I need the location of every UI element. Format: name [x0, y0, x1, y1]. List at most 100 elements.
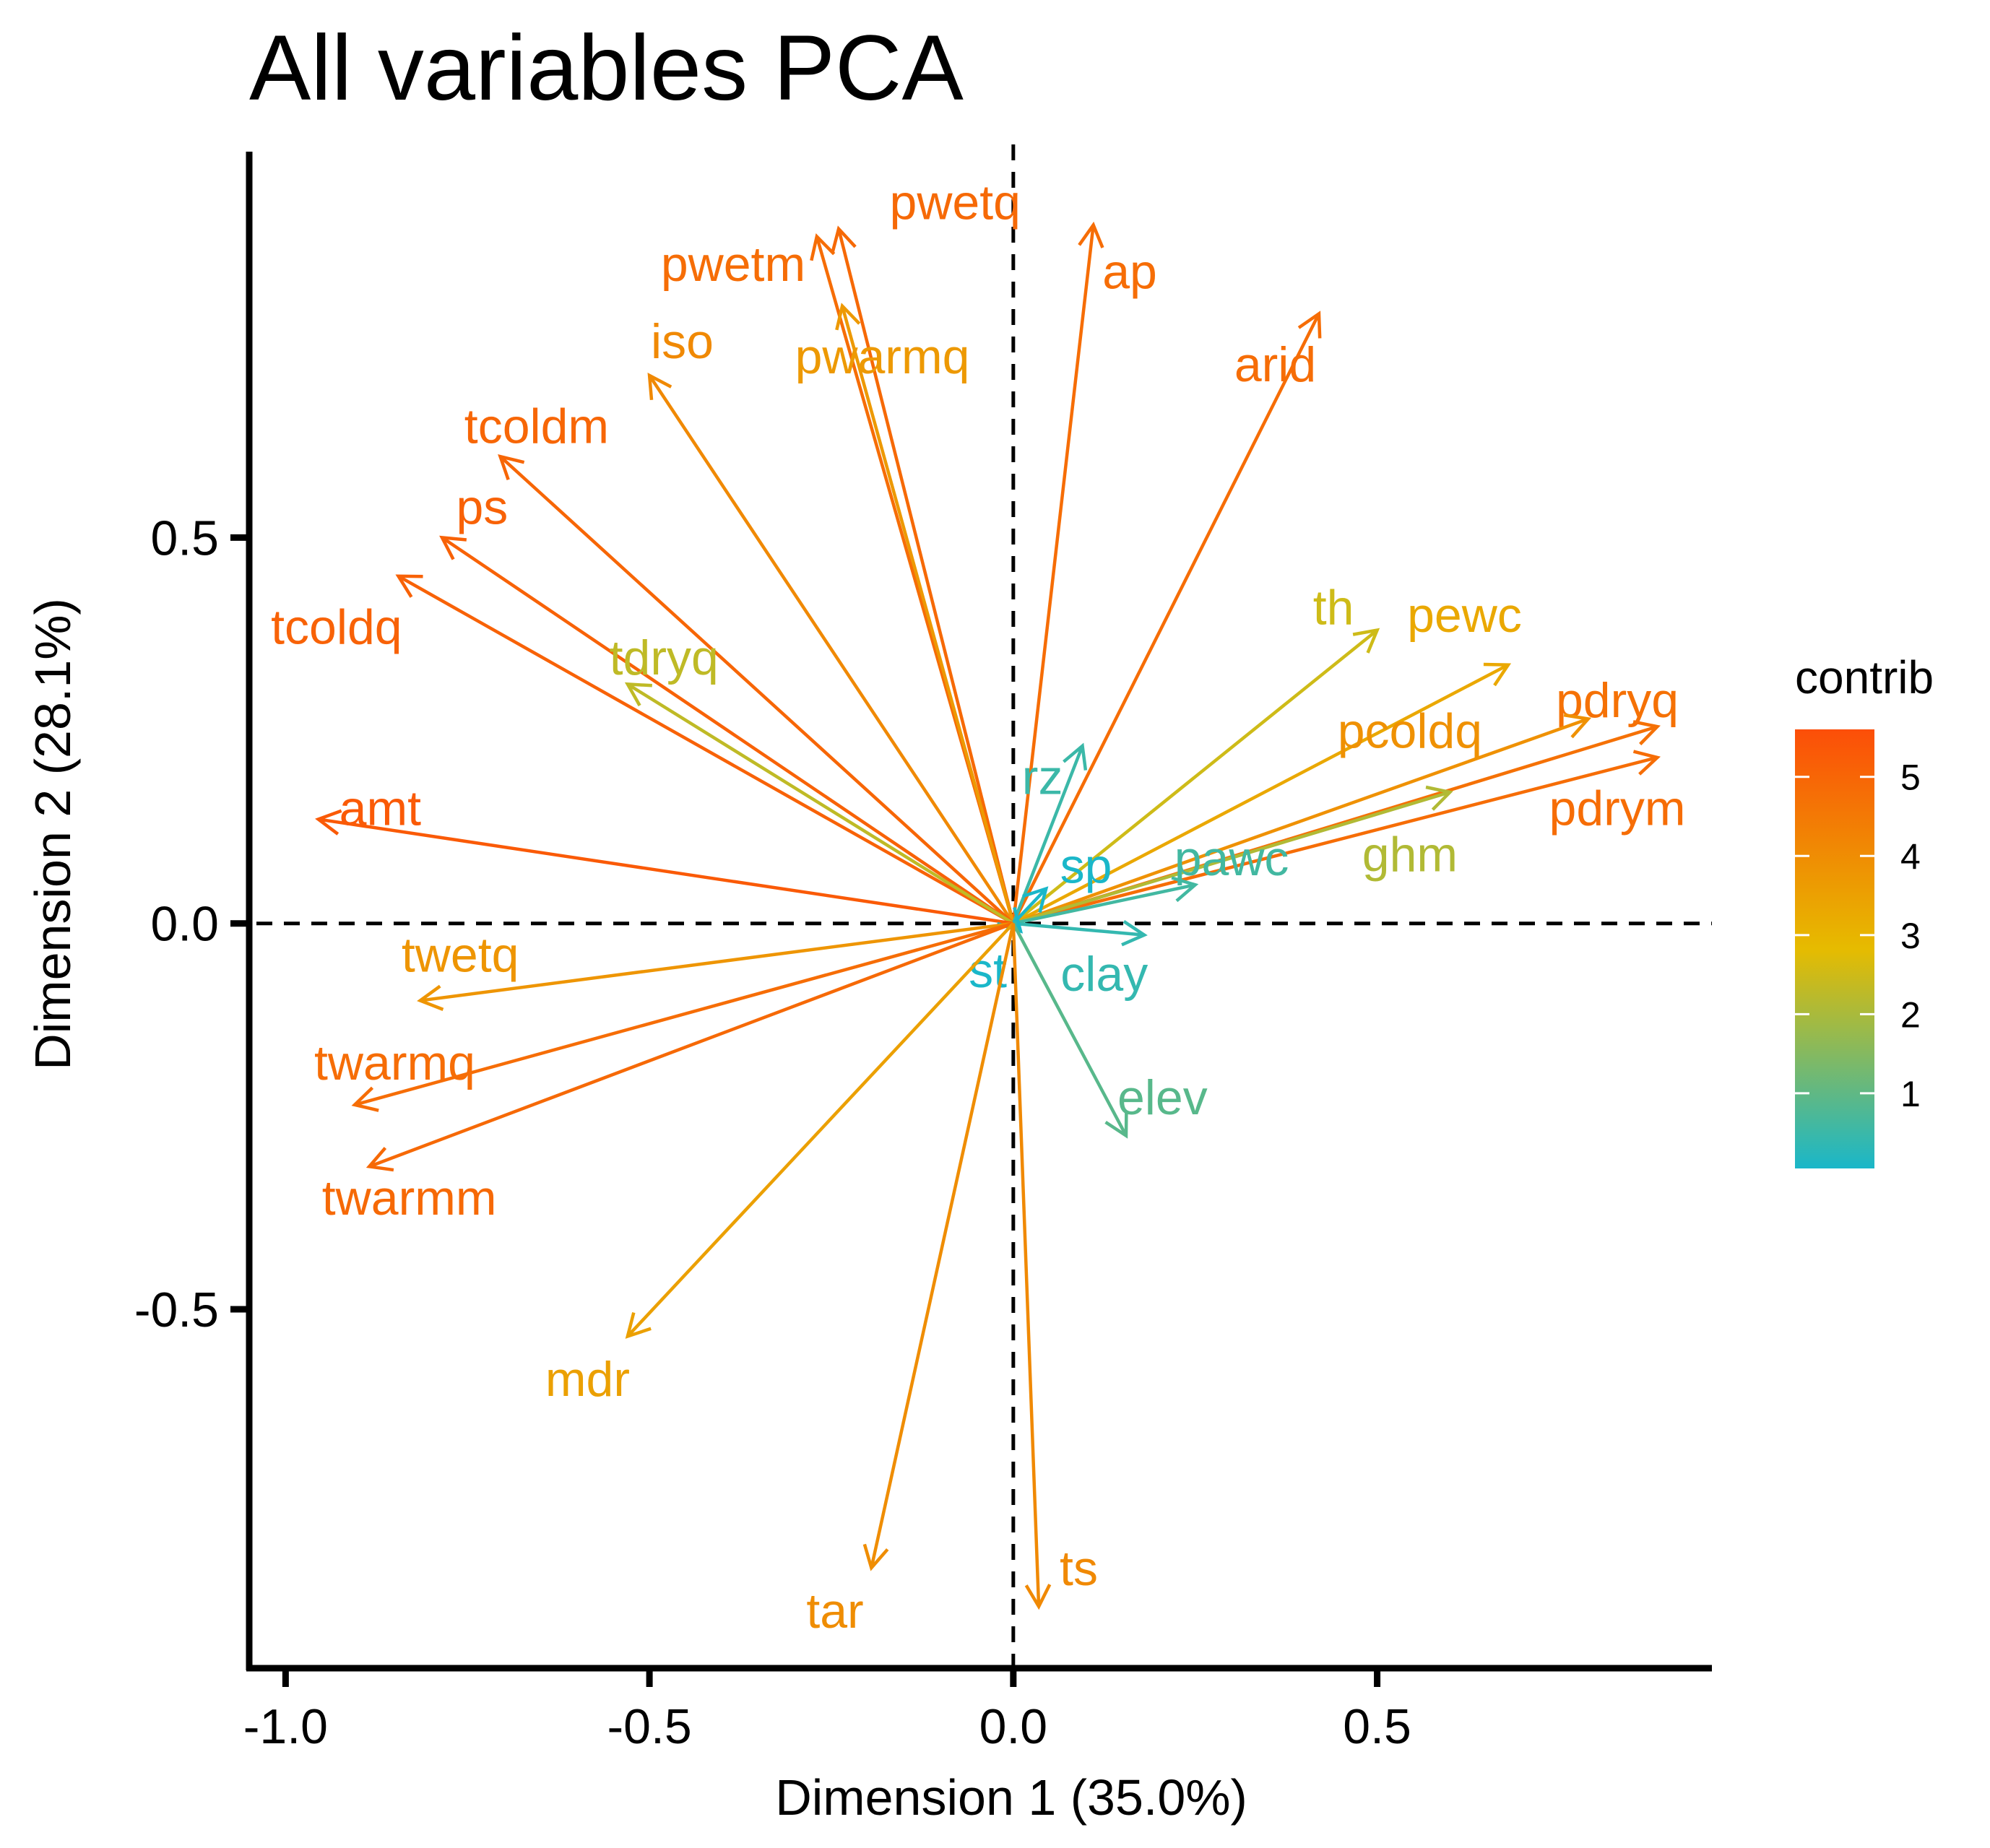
arrowhead-tdryq: [624, 682, 652, 707]
arrowhead-ts: [1024, 1584, 1052, 1610]
variable-arid: arid: [1011, 311, 1322, 924]
variable-sp: sp: [1012, 839, 1112, 925]
label-pwarmq: pwarmq: [795, 329, 970, 384]
variable-ts: ts: [1011, 923, 1098, 1610]
y-axis-title: Dimension 2 (28.1%): [25, 598, 81, 1070]
label-mdr: mdr: [545, 1352, 630, 1407]
label-pwetq: pwetq: [890, 175, 1021, 230]
label-sp: sp: [1060, 839, 1112, 894]
arrowhead-elev: [1104, 1111, 1128, 1139]
arrow-pawc: [1013, 883, 1196, 925]
x-tick-label: 0.0: [979, 1699, 1048, 1754]
variable-iso: iso: [647, 314, 1015, 924]
arrow-ps: [441, 536, 1015, 925]
arrow-elev: [1011, 922, 1128, 1137]
arrowhead-pwetm: [810, 233, 836, 261]
label-pdrym: pdrym: [1549, 781, 1686, 836]
arrow-iso: [648, 374, 1015, 924]
label-tar: tar: [806, 1584, 863, 1639]
arrowhead-iso: [647, 373, 672, 400]
label-twarmm: twarmm: [322, 1171, 497, 1226]
label-ap: ap: [1102, 245, 1157, 300]
variable-tar: tar: [806, 923, 1016, 1639]
variable-ap: ap: [1011, 221, 1157, 924]
arrowhead-pcoldq: [1563, 713, 1592, 739]
label-ps: ps: [456, 480, 508, 535]
variable-pawc: pawc: [1013, 831, 1289, 925]
legend-tick-label: 2: [1900, 994, 1921, 1035]
arrow-sp: [1012, 888, 1047, 925]
variable-pwetq: pwetq: [831, 175, 1021, 924]
chart-title: All variables PCA: [249, 17, 964, 120]
arrowhead-ap: [1078, 221, 1104, 248]
arrowhead-pdrym: [1632, 750, 1661, 776]
variable-pwarmq: pwarmq: [795, 303, 1016, 924]
label-tcoldq: tcoldq: [271, 599, 402, 654]
variable-tcoldm: tcoldm: [464, 399, 1015, 925]
arrow-mdr: [626, 922, 1015, 1337]
variable-ghm: ghm: [1013, 785, 1458, 925]
arrow-pwetq: [836, 228, 1016, 924]
variable-mdr: mdr: [545, 922, 1015, 1407]
axes: -1.0 -0.5 0.0 0.5 -0.5 0.0 0.5: [134, 152, 1712, 1754]
legend-tick-label: 5: [1900, 758, 1921, 798]
arrow-twetq: [420, 921, 1014, 1002]
y-tick-label: -0.5: [134, 1283, 219, 1337]
arrowhead-clay: [1121, 919, 1148, 947]
arrowhead-mdr: [625, 1311, 652, 1339]
label-twarmq: twarmq: [314, 1036, 475, 1090]
arrowhead-arid: [1297, 311, 1322, 339]
arrow-th: [1012, 628, 1378, 925]
legend-colorbar: [1795, 729, 1874, 1168]
x-tick-label: 0.5: [1343, 1699, 1411, 1754]
label-pcoldq: pcoldq: [1338, 704, 1482, 759]
variable-pewc: pewc: [1012, 588, 1522, 925]
arrow-pwarmq: [840, 305, 1016, 924]
legend-title: contrib: [1795, 651, 1934, 703]
variable-rz: rz: [1011, 742, 1088, 924]
arrow-ap: [1011, 225, 1095, 924]
variable-twarmm: twarmm: [322, 921, 1014, 1226]
arrow-clay: [1013, 921, 1145, 937]
label-rz: rz: [1022, 750, 1063, 805]
arrowhead-twarmm: [365, 1147, 394, 1172]
arrowhead-sp: [1022, 886, 1049, 914]
label-amt: amt: [339, 781, 421, 836]
variable-tcoldq: tcoldq: [271, 574, 1014, 925]
arrowhead-pdryq: [1632, 720, 1661, 746]
variable-twarmq: twarmq: [314, 921, 1014, 1112]
variable-clay: clay: [1013, 919, 1148, 1002]
arrowhead-amt: [315, 809, 342, 836]
arrow-tar: [870, 923, 1016, 1569]
label-th: th: [1313, 581, 1354, 635]
arrow-twarmm: [368, 921, 1014, 1168]
arrowhead-th: [1352, 628, 1380, 654]
variable-twetq: twetq: [402, 921, 1014, 1011]
variable-amt: amt: [315, 781, 1014, 925]
legend-tick-label: 1: [1900, 1074, 1921, 1114]
label-pawc: pawc: [1174, 831, 1289, 886]
label-twetq: twetq: [402, 927, 519, 982]
legend-tick-label: 4: [1900, 836, 1921, 877]
plot-area: pwetq pwetm ap iso pwarmq arid tcoldm ps tcoldq t…: [256, 144, 1712, 1668]
arrow-twarmq: [354, 921, 1014, 1107]
arrow-amt: [318, 817, 1014, 925]
arrow-pdrym: [1013, 755, 1658, 925]
arrow-tdryq: [626, 682, 1015, 925]
label-ghm: ghm: [1362, 828, 1458, 882]
variable-pcoldq: pcoldq: [1013, 704, 1592, 925]
variable-elev: elev: [1011, 922, 1208, 1139]
arrow-pcoldq: [1013, 717, 1589, 925]
variable-ps: ps: [439, 480, 1015, 925]
y-tick-label: 0.5: [150, 511, 219, 565]
label-tcoldm: tcoldm: [464, 399, 609, 454]
label-tdryq: tdryq: [610, 630, 719, 685]
label-iso: iso: [651, 314, 714, 369]
arrow-rz: [1011, 745, 1084, 924]
arrowhead-rz: [1063, 742, 1088, 771]
arrow-pewc: [1012, 663, 1509, 925]
arrow-tcoldq: [397, 574, 1014, 925]
arrow-ghm: [1013, 790, 1450, 925]
legend-tick-label: 3: [1900, 916, 1921, 956]
